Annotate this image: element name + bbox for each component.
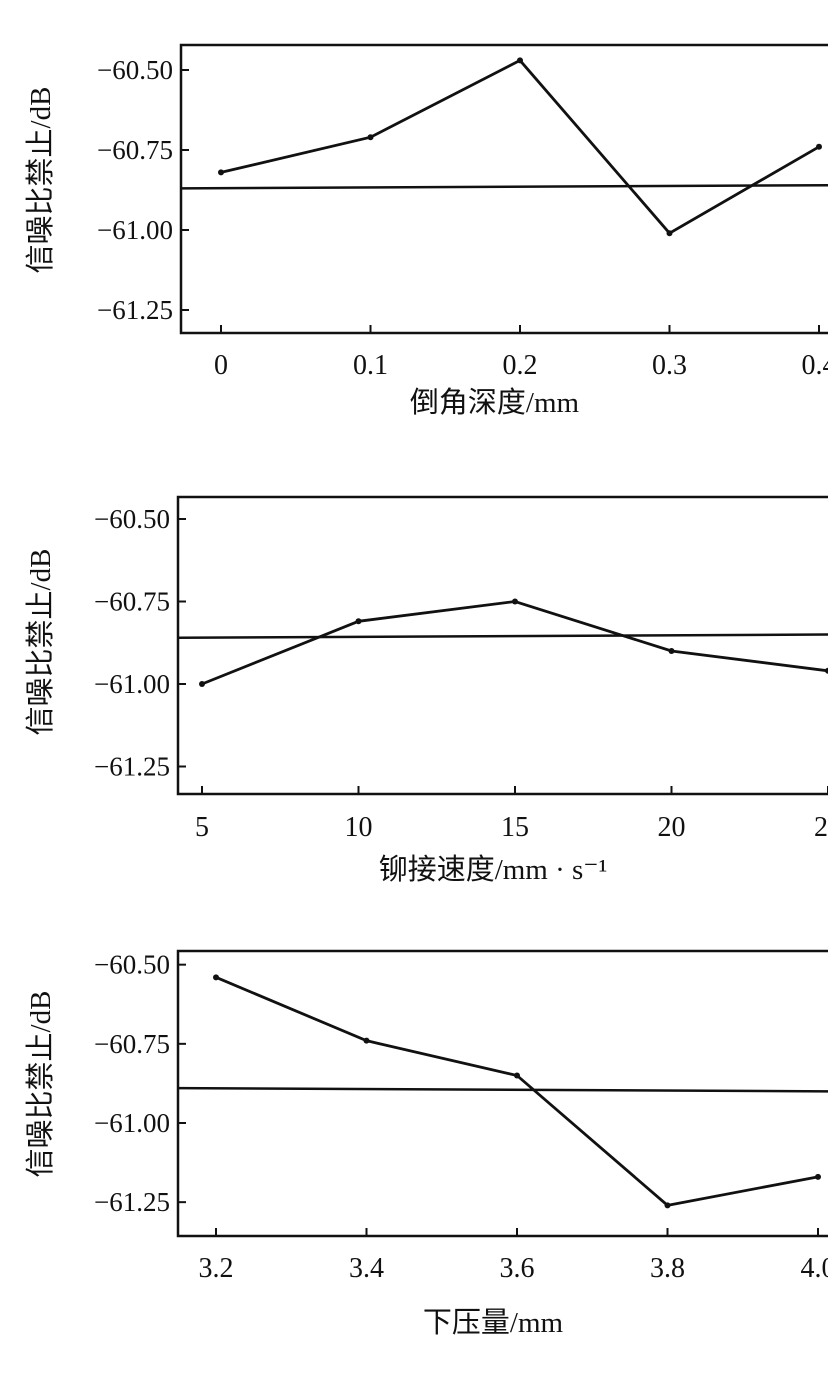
data-point — [667, 230, 673, 236]
x-axis-label: 铆接速度/mm · s⁻¹ — [379, 853, 608, 886]
x-tick-label: 3.2 — [199, 1253, 234, 1284]
data-point — [368, 134, 374, 140]
data-point — [199, 681, 205, 687]
data-point — [512, 599, 518, 605]
y-axis-label: 信噪比禁止/dB — [24, 549, 57, 736]
data-point — [517, 57, 523, 63]
x-axis-label: 下压量/mm — [423, 1307, 564, 1339]
y-axis-label: 信噪比禁止/dB — [24, 87, 57, 274]
x-tick-label: 20 — [658, 812, 686, 843]
mean-line — [178, 1088, 828, 1091]
x-tick-label: 0.3 — [652, 350, 687, 381]
chart-svg-3: −60.50 −60.75 −61.00 −61.25 3.2 3.4 3.6 3.8 4.0 下… — [0, 914, 828, 1371]
y-tick-label: −61.00 — [94, 669, 170, 699]
axis-frame — [178, 497, 828, 794]
y-tick-label: −60.75 — [94, 587, 170, 617]
y-tick-label: −61.25 — [94, 1187, 170, 1217]
x-tick-label: 4.0 — [801, 1253, 828, 1284]
chart-chamfer-depth: −60.50 −60.75 −61.00 −61.25 0 0.1 0.2 0.3 0.4 倒角深… — [0, 0, 828, 457]
y-tick-label: −61.25 — [94, 752, 170, 782]
mean-line — [181, 185, 828, 188]
data-point — [364, 1038, 370, 1044]
data-point — [218, 169, 224, 175]
x-tick-label: 0.2 — [503, 350, 538, 381]
y-axis-label: 信噪比禁止/dB — [24, 991, 57, 1178]
data-point — [213, 974, 219, 980]
y-tick-label: −61.25 — [97, 295, 173, 325]
chart-riveting-speed: −60.50 −60.75 −61.00 −61.25 5 10 15 20 25 铆接速度/mm… — [0, 457, 828, 914]
data-point — [665, 1202, 671, 1208]
x-tick-label: 3.4 — [349, 1253, 384, 1284]
y-tick-label: −60.75 — [94, 1029, 170, 1059]
x-tick-label: 10 — [345, 812, 373, 843]
x-tick-label: 25 — [814, 812, 828, 843]
data-point — [514, 1073, 520, 1079]
series-line — [221, 60, 819, 233]
x-tick-label: 15 — [501, 812, 529, 843]
x-axis-label: 倒角深度/mm — [410, 386, 580, 419]
y-tick-label: −60.50 — [94, 504, 170, 534]
y-tick-label: −60.75 — [97, 135, 173, 165]
chart-svg-2: −60.50 −60.75 −61.00 −61.25 5 10 15 20 25 铆接速度/mm… — [0, 457, 828, 914]
chart-press-amount: −60.50 −60.75 −61.00 −61.25 3.2 3.4 3.6 3.8 4.0 下… — [0, 914, 828, 1371]
y-tick-label: −60.50 — [97, 55, 173, 85]
x-tick-label: 3.6 — [500, 1253, 535, 1284]
chart-svg-1: −60.50 −60.75 −61.00 −61.25 0 0.1 0.2 0.3 0.4 倒角深… — [0, 0, 828, 457]
data-point — [669, 648, 675, 654]
x-tick-label: 3.8 — [650, 1253, 685, 1284]
x-tick-label: 0 — [214, 350, 228, 381]
data-point — [356, 618, 362, 624]
y-tick-label: −61.00 — [97, 215, 173, 245]
x-tick-label: 5 — [195, 812, 209, 843]
series-line — [202, 602, 828, 685]
data-point — [816, 144, 822, 150]
x-tick-label: 0.4 — [802, 350, 828, 381]
data-point — [815, 1174, 821, 1180]
mean-line — [178, 635, 828, 638]
y-tick-label: −60.50 — [94, 950, 170, 980]
x-tick-label: 0.1 — [353, 350, 388, 381]
y-tick-label: −61.00 — [94, 1108, 170, 1138]
